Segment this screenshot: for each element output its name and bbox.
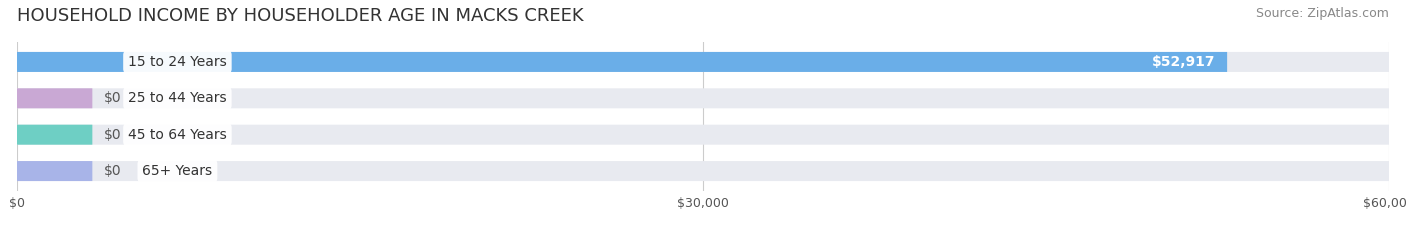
FancyBboxPatch shape	[17, 161, 1389, 181]
Text: $0: $0	[104, 128, 121, 142]
Text: 15 to 24 Years: 15 to 24 Years	[128, 55, 226, 69]
FancyBboxPatch shape	[17, 88, 93, 108]
FancyBboxPatch shape	[17, 52, 1389, 72]
Text: 65+ Years: 65+ Years	[142, 164, 212, 178]
Text: $52,917: $52,917	[1152, 55, 1216, 69]
FancyBboxPatch shape	[17, 52, 1227, 72]
FancyBboxPatch shape	[17, 88, 1389, 108]
Text: 25 to 44 Years: 25 to 44 Years	[128, 91, 226, 105]
FancyBboxPatch shape	[17, 125, 1389, 145]
Text: 45 to 64 Years: 45 to 64 Years	[128, 128, 226, 142]
Text: $0: $0	[104, 91, 121, 105]
FancyBboxPatch shape	[17, 161, 93, 181]
Text: HOUSEHOLD INCOME BY HOUSEHOLDER AGE IN MACKS CREEK: HOUSEHOLD INCOME BY HOUSEHOLDER AGE IN M…	[17, 7, 583, 25]
Text: Source: ZipAtlas.com: Source: ZipAtlas.com	[1256, 7, 1389, 20]
FancyBboxPatch shape	[17, 125, 93, 145]
Text: $0: $0	[104, 164, 121, 178]
